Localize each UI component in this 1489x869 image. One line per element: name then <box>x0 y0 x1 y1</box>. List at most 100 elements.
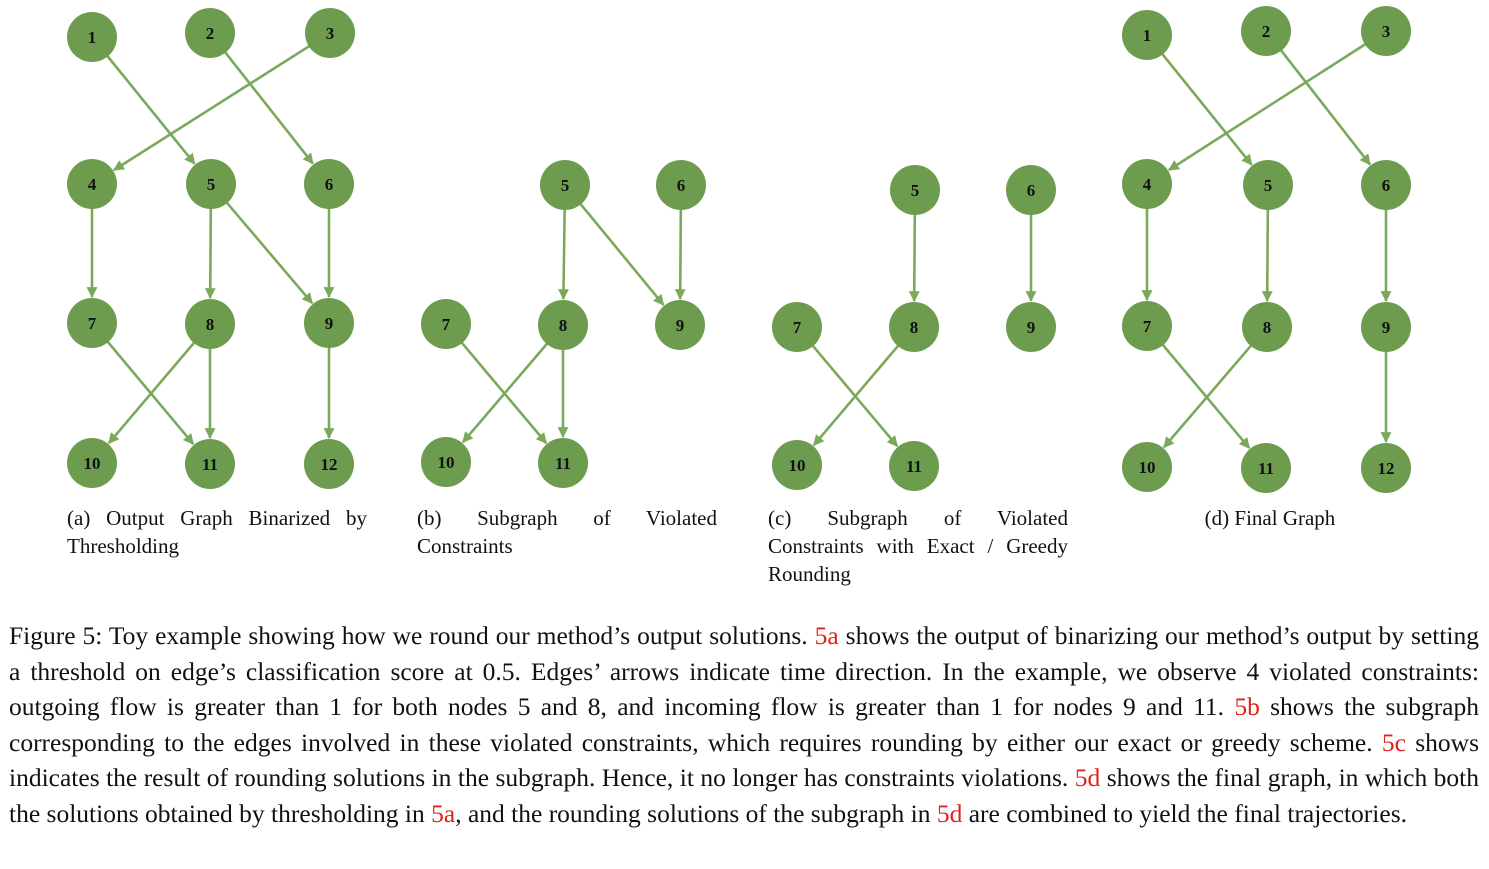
panel-b-graph: 5 6 7 8 9 10 11 <box>421 160 706 488</box>
figure-graphs: 1 2 34 5 67 8 910 11 12 5 67 8 910 11 5 67 8 910 11 1 2 34… <box>67 6 1411 493</box>
node-label-5: 5 <box>561 176 570 195</box>
node-6 <box>1361 160 1411 210</box>
node-10 <box>67 438 117 488</box>
node-7 <box>421 299 471 349</box>
node-7 <box>1122 301 1172 351</box>
caption-text: shows the output of binarizing our metho… <box>9 621 1479 721</box>
node-label-5: 5 <box>1264 176 1273 195</box>
node-7 <box>772 302 822 352</box>
node-label-6: 6 <box>325 175 334 194</box>
node-8 <box>185 299 235 349</box>
node-label-8: 8 <box>910 318 919 337</box>
panel-a-graph: 1 2 34 5 67 8 910 11 12 <box>67 8 355 489</box>
node-2 <box>185 8 235 58</box>
edge-8-10 <box>461 341 550 444</box>
node-9 <box>1006 302 1056 352</box>
node-label-7: 7 <box>442 315 451 334</box>
edge-1-5 <box>105 54 196 165</box>
node-10 <box>772 440 822 490</box>
node-label-6: 6 <box>1382 176 1391 195</box>
node-label-12: 12 <box>1378 459 1395 478</box>
node-label-1: 1 <box>1143 26 1152 45</box>
node-label-11: 11 <box>202 455 218 474</box>
edge-3-4 <box>113 44 312 172</box>
node-8 <box>889 302 939 352</box>
node-label-3: 3 <box>1382 22 1391 41</box>
node-label-6: 6 <box>1027 181 1036 200</box>
figure-ref-link[interactable]: 5a <box>431 798 456 828</box>
edge-7-11 <box>1160 342 1251 449</box>
node-5 <box>186 159 236 209</box>
node-label-11: 11 <box>1258 459 1274 478</box>
panel-c-graph: 5 6 7 8 9 10 11 <box>772 165 1056 491</box>
node-1 <box>1122 10 1172 60</box>
edge-1-5 <box>1160 52 1253 166</box>
node-11 <box>185 439 235 489</box>
node-label-4: 4 <box>88 175 97 194</box>
node-label-10: 10 <box>789 456 806 475</box>
node-label-10: 10 <box>438 453 455 472</box>
subcaption-b: (b) Subgraph of Violated Constraints <box>417 506 717 558</box>
node-label-7: 7 <box>793 318 802 337</box>
node-5 <box>540 160 590 210</box>
node-label-9: 9 <box>325 314 334 333</box>
node-8 <box>1242 302 1292 352</box>
node-10 <box>421 437 471 487</box>
figure-ref-link[interactable]: 5c <box>1381 727 1406 757</box>
caption-text: Figure 5: Toy example showing how we rou… <box>9 621 815 650</box>
edge-5-8 <box>204 206 216 300</box>
node-11 <box>1241 443 1291 493</box>
node-4 <box>1122 159 1172 209</box>
node-7 <box>67 298 117 348</box>
caption-text: are combined to yield the final trajecto… <box>962 798 1407 828</box>
node-12 <box>304 439 354 489</box>
edge-8-10 <box>812 343 901 447</box>
node-label-1: 1 <box>88 28 97 47</box>
edge-3-4 <box>1167 42 1368 172</box>
node-11 <box>538 438 588 488</box>
node-6 <box>656 160 706 210</box>
edge-2-6 <box>1279 48 1372 166</box>
edge-5-8 <box>908 212 920 303</box>
caption-text: shows the subgraph corresponding to the … <box>9 692 1479 757</box>
node-9 <box>304 298 354 348</box>
subcaption-a: (a) Output Graph Binarized by Thresholdi… <box>67 506 367 558</box>
node-6 <box>304 159 354 209</box>
panel-d-graph: 1 2 34 5 67 8 910 11 12 <box>1122 6 1411 493</box>
edge-5-9 <box>578 201 665 306</box>
node-label-4: 4 <box>1143 175 1152 194</box>
node-3 <box>305 8 355 58</box>
node-label-8: 8 <box>559 316 568 335</box>
node-label-2: 2 <box>1262 22 1271 41</box>
node-label-9: 9 <box>1382 318 1391 337</box>
node-label-7: 7 <box>88 314 97 333</box>
node-11 <box>889 441 939 491</box>
caption-text: shows indicates the result of rounding s… <box>9 727 1479 793</box>
figure-ref-link[interactable]: 5b <box>1234 692 1260 721</box>
edge-5-8 <box>558 207 569 301</box>
edge-7-11 <box>459 340 548 444</box>
node-10 <box>1122 442 1172 492</box>
figure-ref-link[interactable]: 5d <box>1074 763 1101 792</box>
node-label-10: 10 <box>84 454 101 473</box>
node-label-10: 10 <box>1139 458 1156 477</box>
edge-5-9 <box>224 200 314 305</box>
subcaption-c: (c) Subgraph of Violated Constraints wit… <box>768 506 1068 586</box>
node-label-5: 5 <box>207 175 216 194</box>
node-5 <box>890 165 940 215</box>
node-9 <box>655 300 705 350</box>
node-9 <box>1361 302 1411 352</box>
edge-8-10 <box>107 340 197 445</box>
node-label-11: 11 <box>906 457 922 476</box>
node-3 <box>1361 6 1411 56</box>
figure-ref-link[interactable]: 5a <box>814 621 839 650</box>
node-label-9: 9 <box>1027 318 1036 337</box>
node-label-5: 5 <box>911 181 920 200</box>
edge-5-8 <box>1261 207 1273 303</box>
edge-6-9 <box>674 207 686 301</box>
node-1 <box>67 12 117 62</box>
node-4 <box>67 159 117 209</box>
figure-ref-link[interactable]: 5d <box>936 798 963 828</box>
edge-8-10 <box>1162 343 1254 449</box>
node-5 <box>1243 160 1293 210</box>
